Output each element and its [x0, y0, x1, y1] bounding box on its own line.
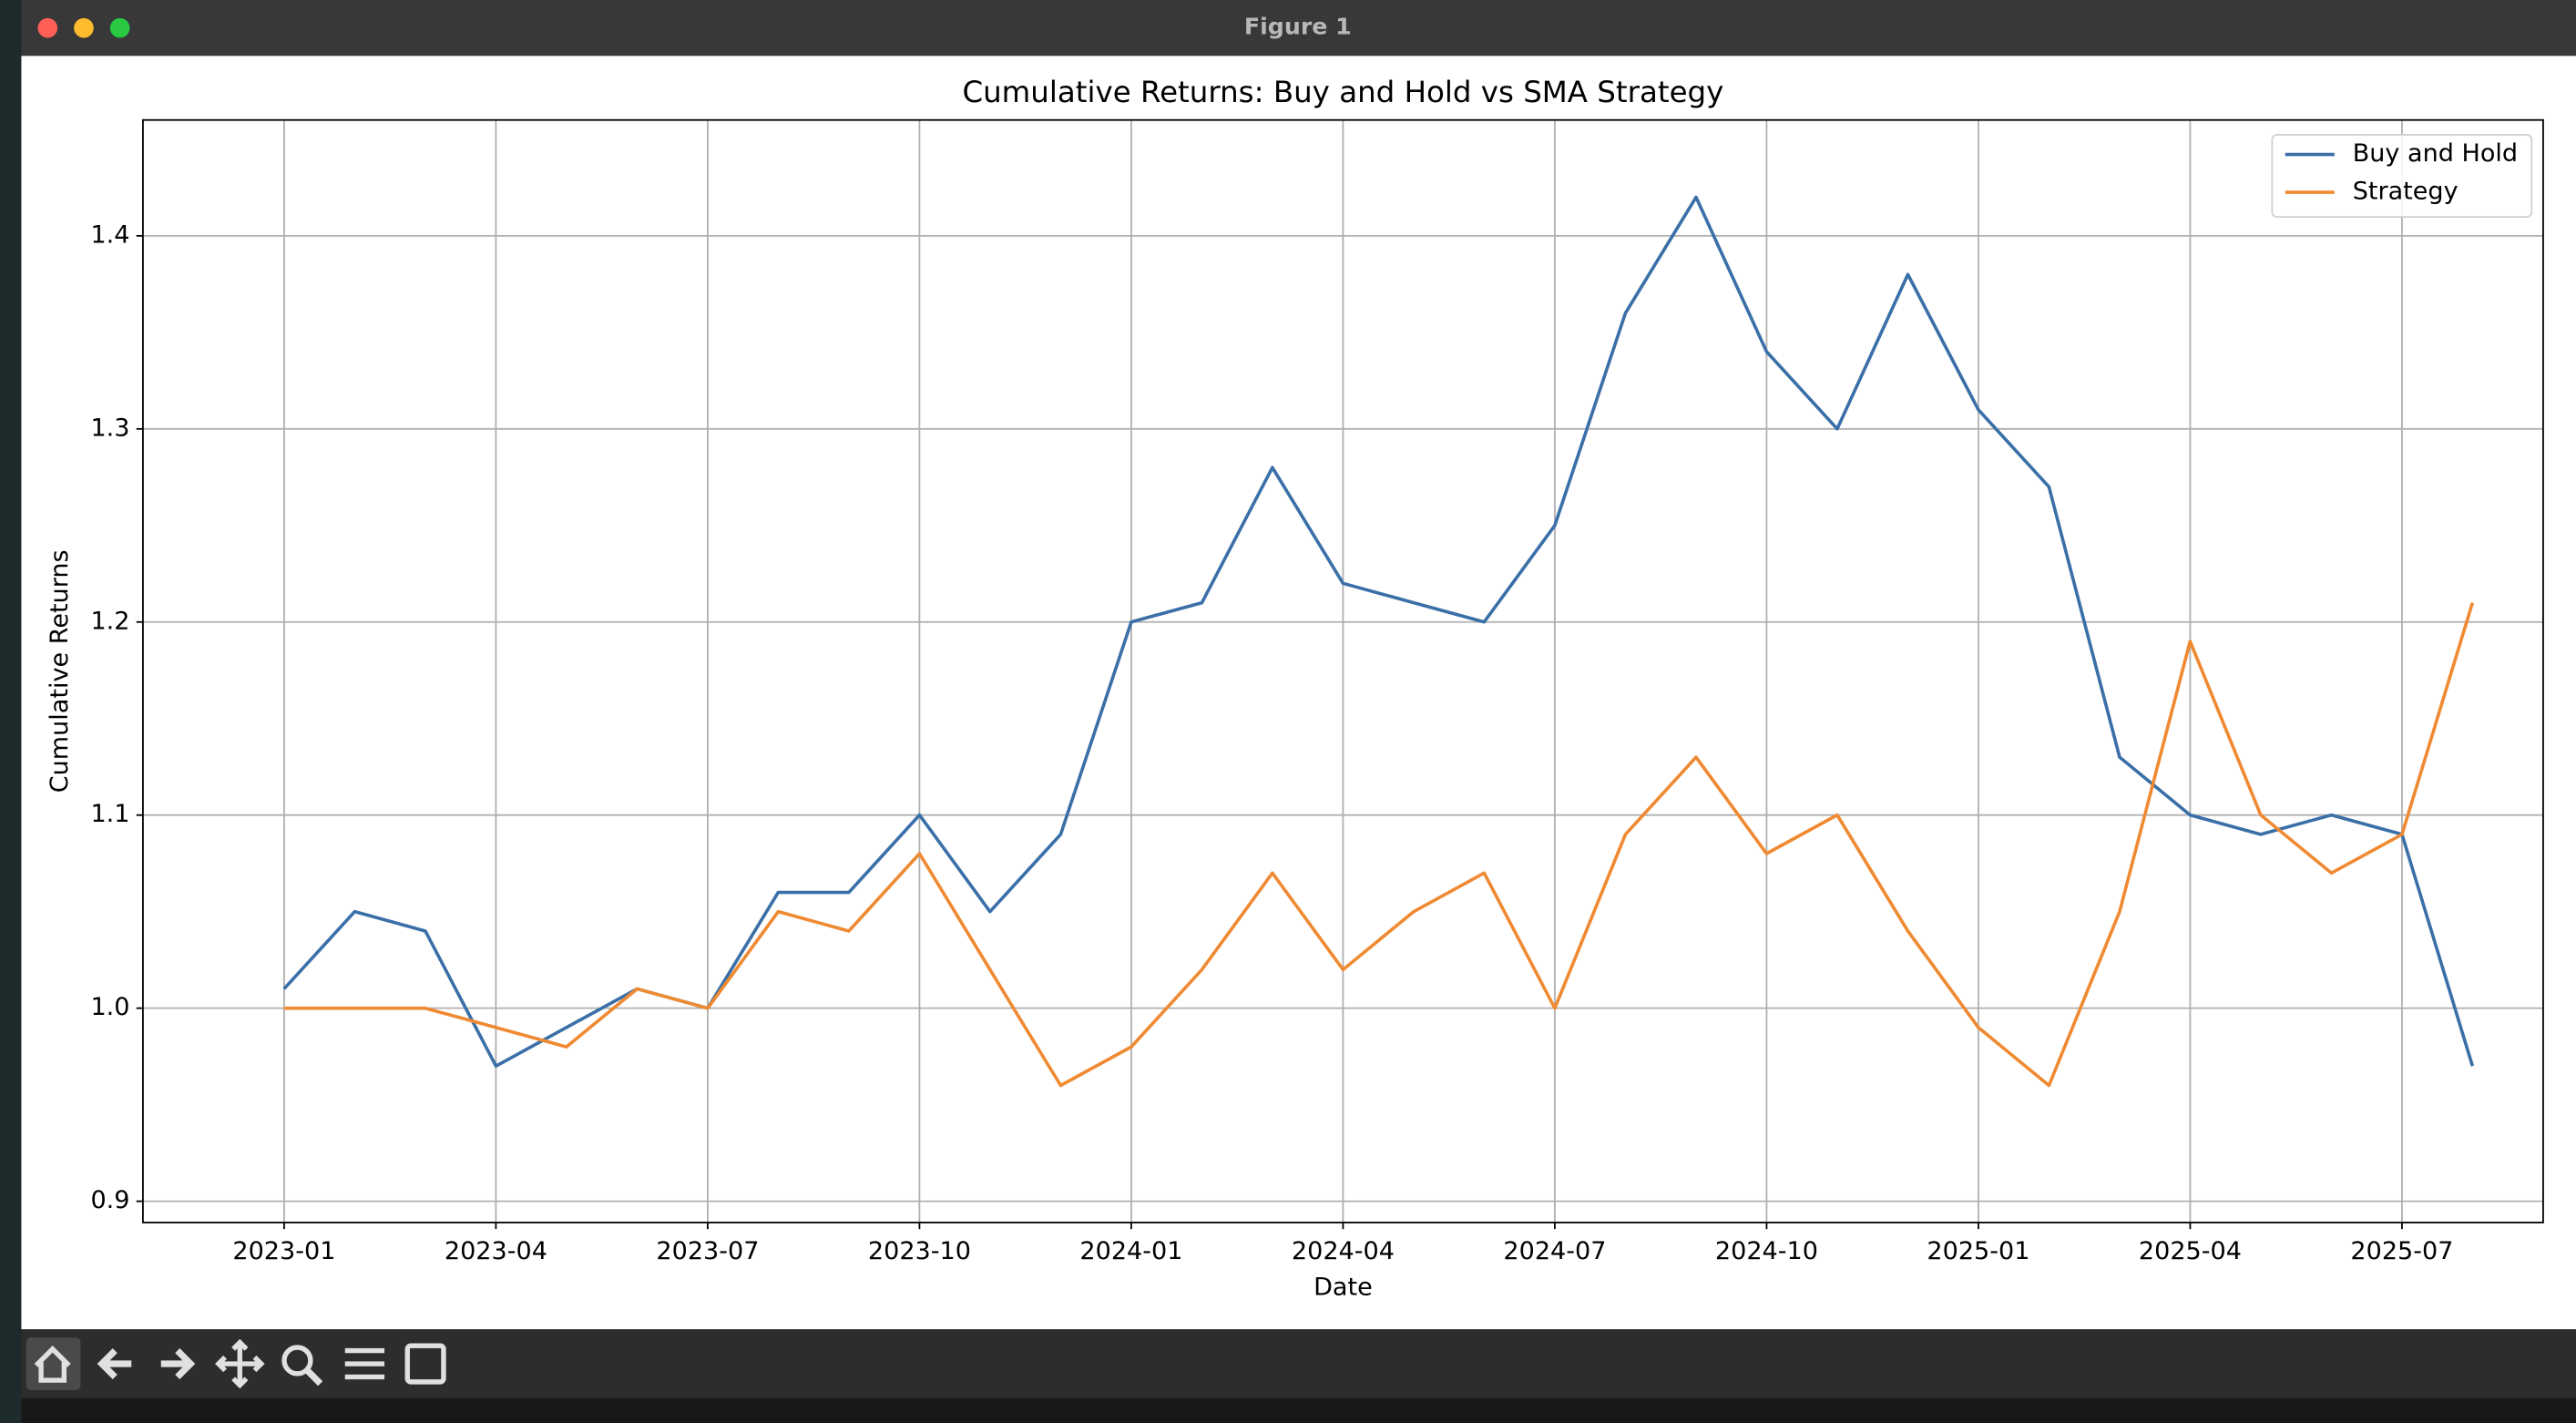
x-tick-label: 2024-04 — [1292, 1237, 1395, 1265]
minimize-button[interactable] — [74, 17, 94, 38]
background-terminal — [21, 1397, 2576, 1423]
back-button[interactable] — [97, 1348, 132, 1379]
legend-box — [2271, 134, 2533, 219]
x-tick-label: 2023-07 — [656, 1237, 759, 1265]
legend-label: Buy and Hold — [2353, 139, 2518, 168]
y-tick-label: 1.2 — [90, 607, 129, 635]
home-icon — [34, 1345, 71, 1383]
x-tick-label: 2025-07 — [2350, 1237, 2453, 1265]
series-line — [283, 602, 2475, 1088]
y-axis-label: Cumulative Returns — [46, 549, 74, 793]
legend-label: Strategy — [2353, 178, 2458, 206]
close-button[interactable] — [37, 17, 58, 38]
y-tick-label: 1.0 — [90, 993, 129, 1021]
toolbar-icons — [26, 1337, 446, 1390]
chart-title: Cumulative Returns: Buy and Hold vs SMA … — [962, 75, 1723, 109]
x-tick-label: 2025-01 — [1927, 1237, 2029, 1265]
figure — [21, 56, 2576, 1330]
zoom-handle — [304, 1367, 323, 1387]
x-tick-label: 2024-10 — [1715, 1237, 1818, 1265]
x-tick-label: 2024-07 — [1503, 1237, 1606, 1265]
x-tick-label: 2024-01 — [1079, 1237, 1182, 1265]
toolbar — [21, 1329, 2576, 1398]
configure-button[interactable] — [344, 1347, 385, 1380]
y-tick-label: 1.1 — [90, 800, 129, 828]
pan-button[interactable] — [215, 1338, 265, 1389]
x-tick-label: 2023-04 — [445, 1237, 547, 1265]
forward-button[interactable] — [160, 1348, 196, 1379]
x-tick-label: 2023-10 — [868, 1237, 971, 1265]
zoom-button[interactable] — [109, 17, 130, 38]
title-bar — [21, 0, 2576, 56]
window-title: Figure 1 — [1244, 14, 1352, 40]
zoom-tool-button[interactable] — [281, 1345, 313, 1377]
y-tick-label: 1.4 — [90, 220, 129, 249]
plot-frame — [142, 118, 2544, 1223]
x-axis-label: Date — [1314, 1274, 1373, 1302]
x-tick-label: 2023-01 — [232, 1237, 335, 1265]
save-button[interactable] — [404, 1343, 446, 1385]
x-tick-label: 2025-04 — [2139, 1237, 2242, 1265]
y-tick-label: 0.9 — [90, 1186, 129, 1214]
y-tick-label: 1.3 — [90, 414, 129, 442]
